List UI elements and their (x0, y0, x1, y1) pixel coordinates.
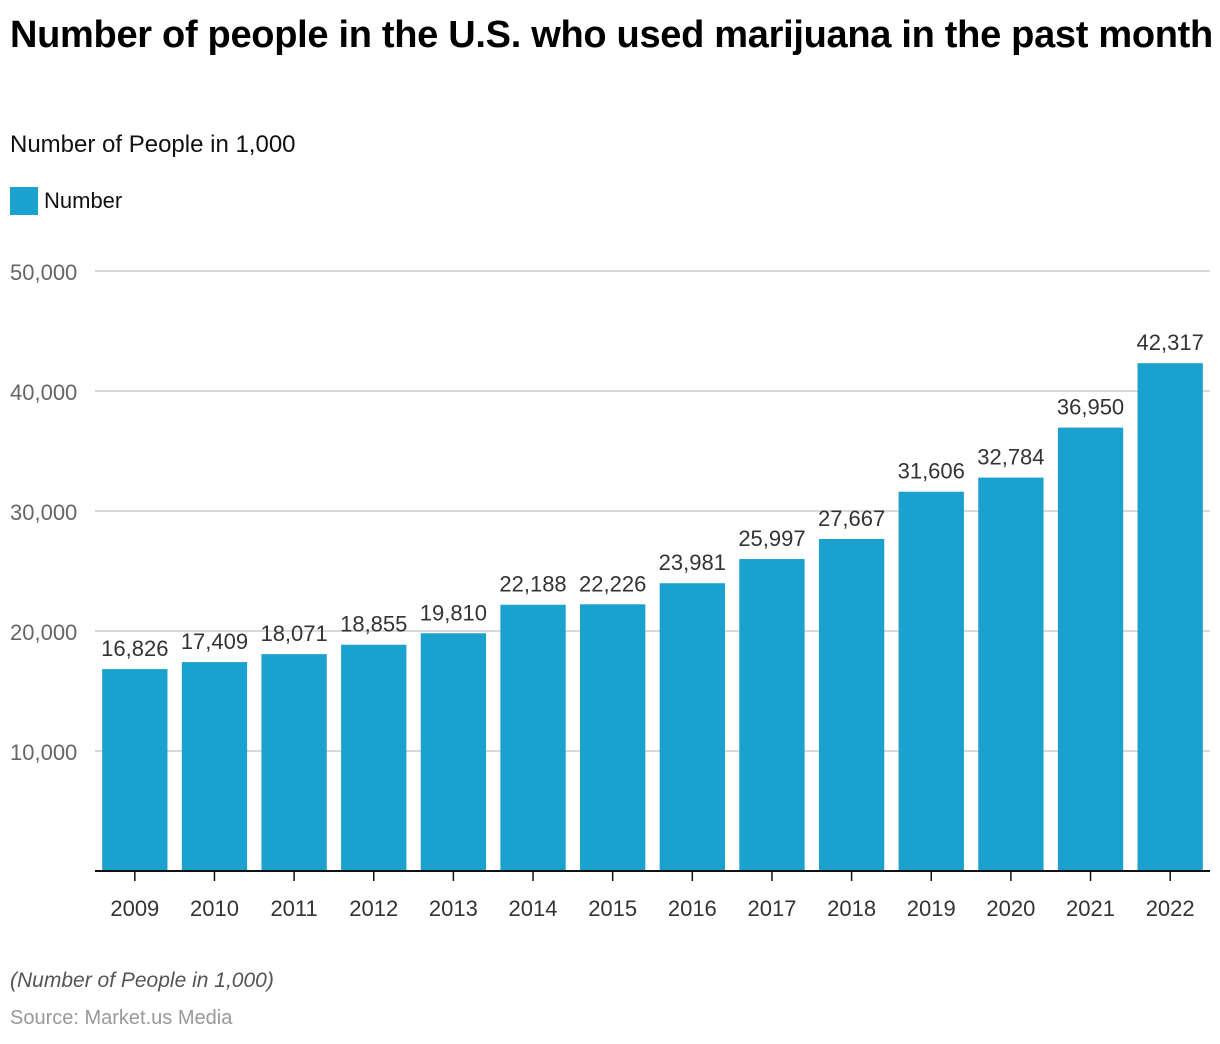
legend-label: Number (44, 188, 123, 213)
x-tick-label: 2015 (588, 896, 637, 921)
value-label: 22,226 (579, 571, 646, 596)
bar (659, 583, 725, 871)
bar (261, 654, 327, 871)
value-label: 17,409 (181, 629, 248, 654)
x-tick-label: 2019 (907, 896, 956, 921)
source-text: Source: Market.us Media (10, 1007, 233, 1029)
value-label: 23,981 (659, 550, 726, 575)
bar (500, 604, 566, 871)
x-tick-label: 2021 (1066, 896, 1115, 921)
y-axis-labels: 10,000 20,000 30,000 40,000 50,000 (10, 260, 77, 765)
value-label: 18,071 (260, 621, 327, 646)
x-tick-label: 2010 (190, 896, 239, 921)
value-label: 36,950 (1057, 395, 1124, 420)
y-tick-label: 20,000 (10, 620, 77, 645)
bar (898, 491, 964, 871)
y-tick-label: 30,000 (10, 500, 77, 525)
value-label: 19,810 (420, 600, 487, 625)
chart-title: Number of people in the U.S. who used ma… (10, 14, 1213, 56)
bars (102, 363, 1203, 871)
x-tick-label: 2016 (668, 896, 717, 921)
y-tick-label: 40,000 (10, 380, 77, 405)
bar (420, 633, 487, 871)
bar (739, 559, 805, 871)
x-tick-label: 2017 (747, 896, 796, 921)
x-tick-label: 2018 (827, 896, 876, 921)
legend-swatch (10, 187, 38, 215)
x-tick-label: 2013 (429, 896, 478, 921)
y-tick-label: 50,000 (10, 260, 77, 285)
value-label: 22,188 (499, 572, 566, 597)
bar (181, 662, 248, 871)
chart-subtitle: Number of People in 1,000 (10, 131, 296, 158)
x-tick-label: 2011 (270, 896, 317, 921)
x-tick-label: 2009 (110, 896, 159, 921)
x-tick-label: 2012 (349, 896, 398, 921)
bar (102, 669, 168, 871)
legend: Number (10, 187, 122, 215)
x-axis: 2009 2010 2011 2012 2013 2014 2015 2016 2017 2018… (95, 870, 1210, 921)
value-label: 25,997 (738, 526, 805, 551)
value-label: 32,784 (977, 445, 1044, 470)
bar (1137, 363, 1203, 871)
x-tick-label: 2014 (509, 896, 558, 921)
value-label: 31,606 (898, 459, 965, 484)
bar (580, 604, 646, 871)
bar (818, 538, 885, 871)
value-labels: 16,826 17,409 18,071 18,855 19,810 22,188 22,2… (101, 330, 1204, 661)
value-label: 27,667 (818, 506, 885, 531)
x-tick-label: 2022 (1146, 896, 1195, 921)
bar (1057, 427, 1124, 871)
value-label: 18,855 (340, 612, 407, 637)
value-label: 16,826 (101, 636, 168, 661)
bar (978, 477, 1044, 871)
y-tick-label: 10,000 (10, 740, 77, 765)
x-tick-label: 2020 (986, 896, 1035, 921)
bar (341, 644, 407, 871)
value-label: 42,317 (1137, 330, 1204, 355)
footnote: (Number of People in 1,000) (10, 969, 274, 992)
